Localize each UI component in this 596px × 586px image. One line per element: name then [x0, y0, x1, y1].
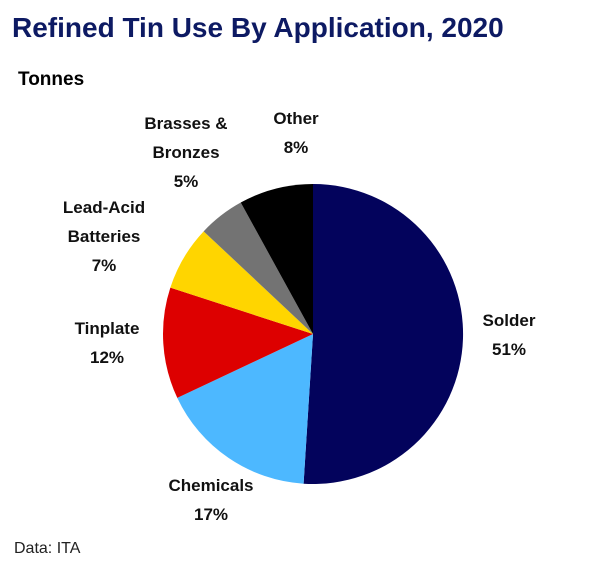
pie-labels: Solder 51% Chemicals 17% Tinplate 12% Lead-Aci…	[63, 109, 536, 524]
pie-slice-chemicals	[177, 334, 313, 484]
slice-label-chemicals: Chemicals 17%	[168, 476, 253, 524]
slice-label-tinplate: Tinplate 12%	[75, 319, 140, 367]
pie-slice-lead-acid-batteries	[170, 231, 313, 334]
slice-label-other: Other 8%	[273, 109, 319, 157]
slice-label-solder: Solder 51%	[483, 311, 536, 359]
slice-label-brasses-bronzes: Brasses & Bronzes 5%	[144, 114, 227, 191]
pie-slice-solder	[303, 183, 464, 484]
pie-slices	[163, 183, 464, 484]
data-source: Data: ITA	[14, 540, 81, 557]
slice-label-lead-acid-batteries: Lead-Acid Batteries 7%	[63, 198, 145, 275]
pie-slice-tinplate	[163, 287, 313, 398]
pie-slice-brasses-bronzes	[203, 202, 313, 334]
chart-title: Refined Tin Use By Application, 2020	[12, 12, 504, 43]
chart-subtitle: Tonnes	[18, 69, 85, 90]
pie-slice-other	[240, 184, 313, 334]
